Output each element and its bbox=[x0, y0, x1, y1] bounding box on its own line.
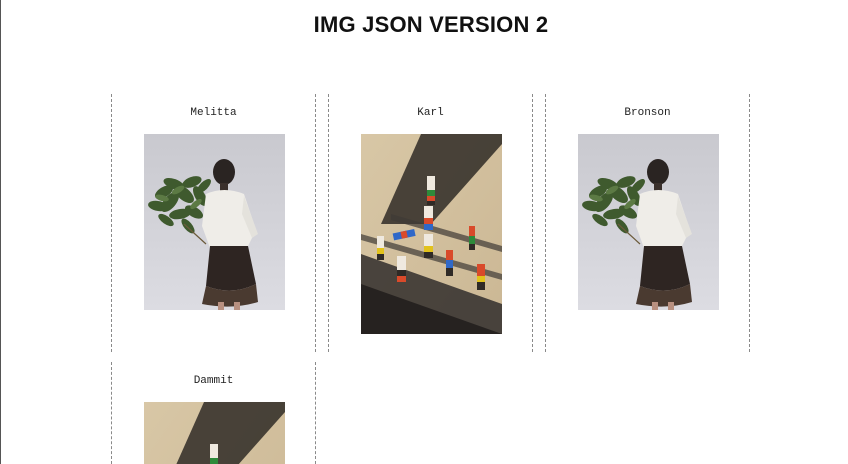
card-bronson: Bronson bbox=[545, 94, 750, 352]
page-title: IMG JSON VERSION 2 bbox=[313, 12, 549, 37]
card-melitta: Melitta bbox=[111, 94, 316, 352]
card-name: Melitta bbox=[190, 107, 237, 119]
woman-with-flowers-photo bbox=[578, 134, 719, 310]
woman-with-flowers-photo bbox=[144, 134, 285, 310]
card-name: Dammit bbox=[193, 375, 234, 387]
card-name: Bronson bbox=[624, 107, 671, 119]
card-karl: Karl bbox=[328, 94, 533, 352]
lipstick-tubes-photo bbox=[361, 134, 502, 334]
card-name: Karl bbox=[417, 107, 444, 119]
lipstick-tubes-photo bbox=[144, 402, 285, 464]
card-dammit: Dammit bbox=[111, 362, 316, 464]
window-left-edge bbox=[0, 0, 1, 464]
